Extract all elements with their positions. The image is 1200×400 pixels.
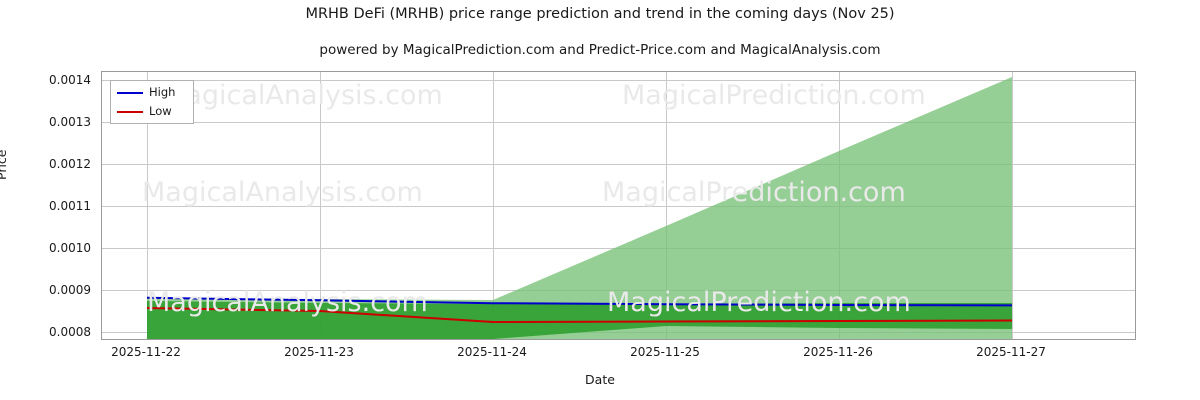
legend-swatch-low-icon [117, 111, 143, 113]
x-tick-label: 2025-11-22 [111, 345, 181, 359]
x-axis-label: Date [585, 372, 615, 387]
y-tick-label: 0.0010 [49, 241, 91, 255]
chart-title: MRHB DeFi (MRHB) price range prediction … [305, 6, 895, 22]
legend-item-low: Low [111, 103, 195, 121]
legend-label-high: High [149, 85, 176, 99]
y-tick-label: 0.0012 [49, 157, 91, 171]
legend-label-low: Low [149, 104, 172, 118]
y-tick-label: 0.0013 [49, 115, 91, 129]
legend: High Low [110, 80, 194, 124]
x-tick-label: 2025-11-24 [457, 345, 527, 359]
y-tick-label: 0.0008 [49, 325, 91, 339]
series-high-line [146, 296, 1013, 307]
x-tick-label: 2025-11-25 [630, 345, 700, 359]
x-tick-label: 2025-11-26 [803, 345, 873, 359]
y-tick-label: 0.0011 [49, 199, 91, 213]
x-tick-label: 2025-11-23 [284, 345, 354, 359]
y-tick-label: 0.0014 [49, 73, 91, 87]
outer-range-band [147, 77, 1012, 339]
legend-item-high: High [111, 84, 195, 102]
x-tick-label: 2025-11-27 [976, 345, 1046, 359]
chart-subtitle: powered by MagicalPrediction.com and Pre… [319, 42, 881, 58]
legend-swatch-high-icon [117, 92, 143, 94]
plot-area: MagicalAnalysis.com MagicalPrediction.co… [101, 71, 1136, 340]
inner-range-band [147, 301, 1012, 339]
y-tick-label: 0.0009 [49, 283, 91, 297]
series-low-line [146, 307, 1013, 324]
